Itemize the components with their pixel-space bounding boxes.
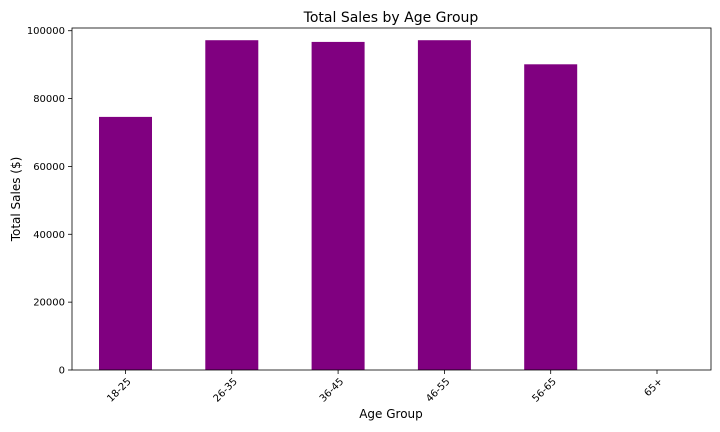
bar-46-55 xyxy=(417,40,471,370)
y-tick-label: 60000 xyxy=(33,162,65,173)
y-tick-label: 0 xyxy=(59,366,65,377)
y-tick-label: 20000 xyxy=(33,298,65,309)
x-tick-label: 26-35 xyxy=(212,376,240,404)
bar-56-65 xyxy=(524,64,578,370)
y-tick-label: 40000 xyxy=(33,230,65,241)
x-tick-label: 46-55 xyxy=(424,376,452,404)
chart-title: Total Sales by Age Group xyxy=(303,10,479,26)
plot-frame xyxy=(71,27,712,371)
x-tick-label: 18-25 xyxy=(105,376,133,404)
y-axis-label: Total Sales ($) xyxy=(9,157,23,243)
bar-18-25 xyxy=(99,116,152,371)
bar-26-35 xyxy=(205,40,259,370)
y-tick-label: 80000 xyxy=(33,94,65,105)
x-tick-label: 56-65 xyxy=(530,376,558,404)
bar-36-45 xyxy=(311,41,365,371)
x-axis-label: Age Group xyxy=(359,407,423,421)
x-tick-label: 65+ xyxy=(642,376,665,399)
y-tick-label: 100000 xyxy=(27,26,65,37)
x-tick-label: 36-45 xyxy=(318,376,346,404)
x-axis: 18-25 26-35 36-45 46-55 56-65 65+ xyxy=(105,370,665,405)
y-axis: 0 20000 40000 60000 80000 100000 xyxy=(27,26,72,377)
bars-group xyxy=(99,40,578,371)
